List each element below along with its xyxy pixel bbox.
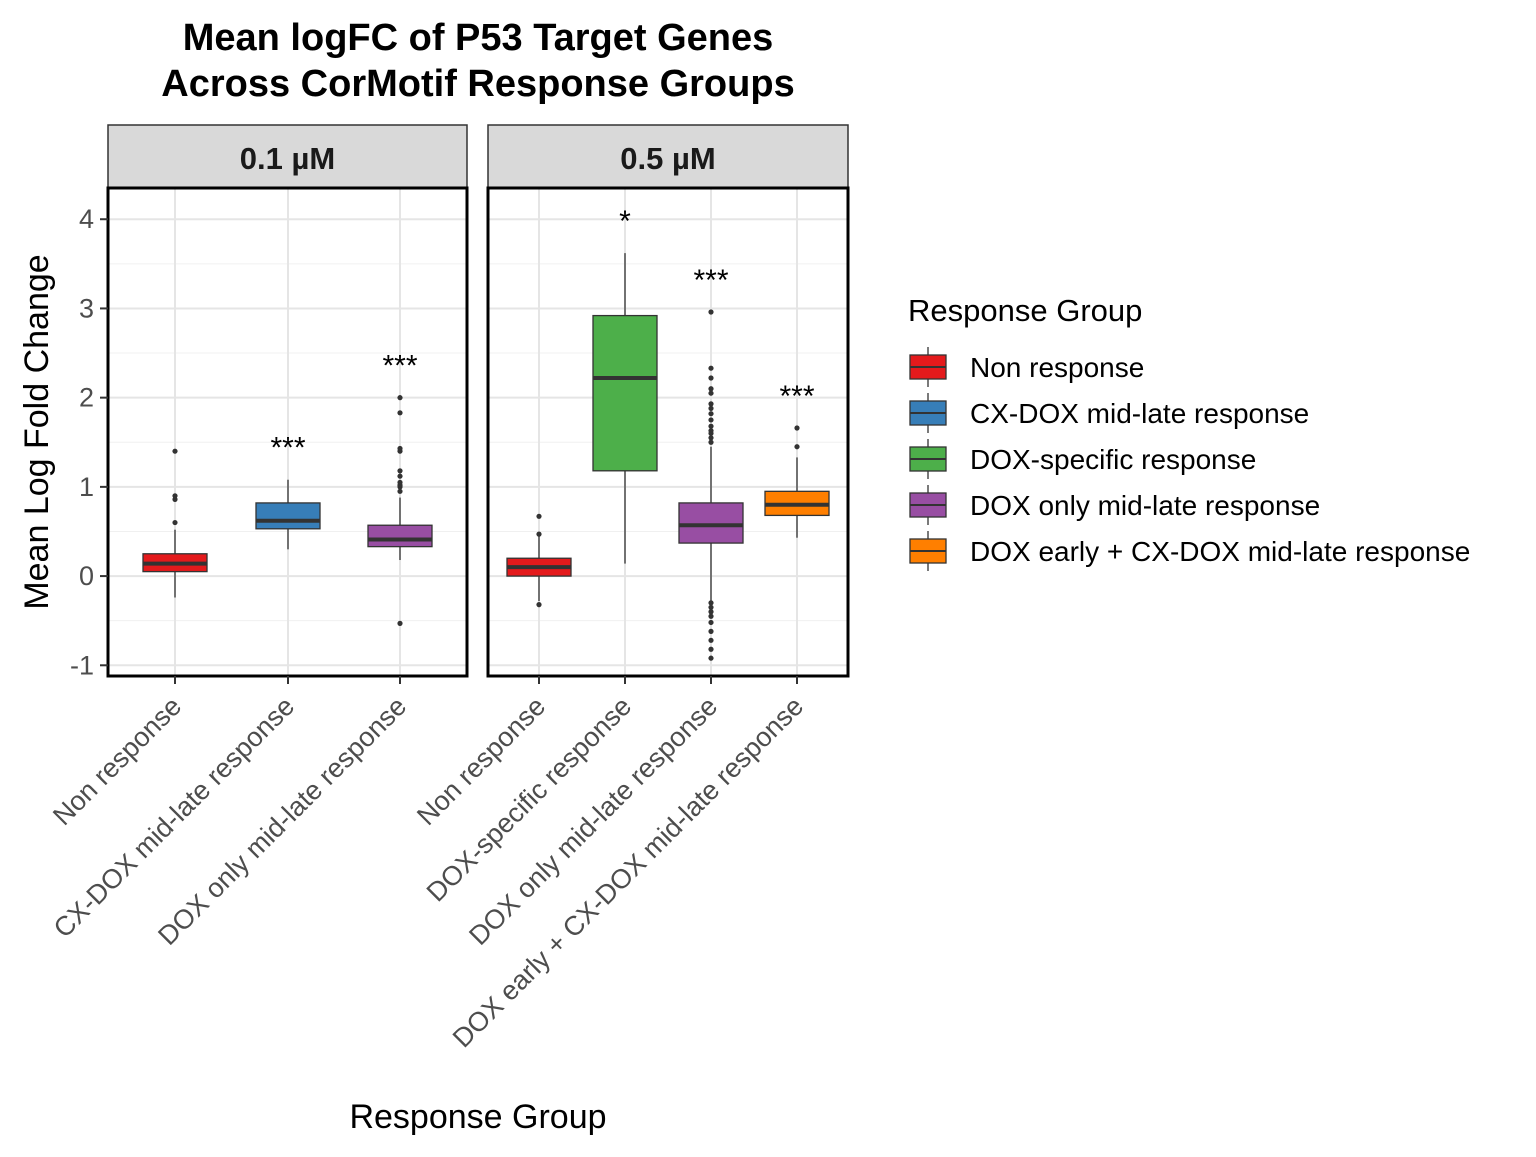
legend-label: Non response [970,352,1144,383]
significance-annotation: *** [779,380,814,413]
outlier-point [397,410,403,416]
outlier-point [708,604,714,610]
outlier-point [172,493,178,499]
outlier-point [397,473,403,479]
panel-background [488,188,848,676]
x-axis-label: Response Group [349,1098,606,1136]
y-axis-label: Mean Log Fold Change [18,254,56,609]
box-dox-only-mid-late-response: *** [367,350,433,626]
outlier-point [708,417,714,423]
outlier-point [397,395,403,401]
legend-label: DOX only mid-late response [970,490,1320,521]
outlier-point [708,600,714,606]
y-tick-label: 0 [79,561,94,591]
legend-entry: DOX only mid-late response [909,485,1320,525]
outlier-point [536,513,542,519]
y-tick-label: -1 [70,650,94,680]
outlier-point [708,637,714,643]
legend: Response Group Non response CX-DOX mid-la… [908,293,1470,571]
outlier-point [794,425,800,431]
legend-entry: Non response [909,347,1144,387]
y-tick-label: 2 [79,383,94,413]
significance-annotation: *** [270,432,305,465]
box-iqr [592,314,658,472]
x-tick-label: CX-DOX mid-late response [48,691,301,944]
box-dox-specific-response: * [592,205,658,564]
legend-label: DOX early + CX-DOX mid-late response [970,536,1470,567]
outlier-point [708,628,714,634]
outlier-point [708,401,714,407]
legend-label: CX-DOX mid-late response [970,398,1309,429]
legend-entry: DOX-specific response [909,439,1256,479]
outlier-point [708,405,714,411]
outlier-point [708,439,714,445]
y-tick-label: 4 [79,204,94,234]
outlier-point [708,428,714,434]
outlier-point [172,448,178,454]
facet-strip-label: 0.5 µM [620,141,715,176]
box-dox-early-cx-dox-mid-late-response: *** [764,380,830,538]
box-dox-only-mid-late-response: *** [678,264,744,661]
outlier-point [708,423,714,429]
legend-entry: CX-DOX mid-late response [909,393,1309,433]
box-non-response [142,448,208,598]
box-non-response [506,513,572,608]
outlier-point [172,496,178,502]
outlier-point [397,445,403,452]
outlier-point [397,479,403,486]
box-iqr [367,524,433,548]
outlier-point [708,390,714,396]
outlier-point [397,468,403,474]
box-iqr [678,502,744,544]
y-tick-label: 3 [79,293,94,323]
outlier-point [172,519,178,526]
significance-annotation: *** [382,350,417,383]
outlier-point [708,411,714,417]
outlier-point [708,646,714,652]
outlier-point [708,613,714,619]
chart-title-line-2: Across CorMotif Response Groups [161,63,794,105]
significance-annotation: *** [693,264,728,297]
outlier-point [397,488,403,494]
box-cx-dox-mid-late-response: *** [255,432,321,550]
outlier-point [536,531,542,537]
outlier-point [708,375,714,381]
legend-entry: DOX early + CX-DOX mid-late response [909,531,1470,571]
outlier-point [708,609,714,615]
outlier-point [708,386,714,392]
outlier-point [536,602,542,608]
legend-title: Response Group [908,293,1142,328]
outlier-point [708,619,714,626]
outlier-point [794,444,800,450]
outlier-point [708,365,714,371]
outlier-point [708,435,714,441]
box-iqr [255,502,321,530]
outlier-point [397,620,403,626]
panel-border [486,186,850,678]
facet-strip [107,124,468,189]
outlier-point [708,309,714,315]
significance-annotation: * [619,205,631,238]
facet-strip-label: 0.1 µM [240,141,335,176]
chart-title-line-1: Mean logFC of P53 Target Genes [183,17,774,59]
facet-strip [487,124,849,189]
outlier-point [708,655,714,661]
legend-label: DOX-specific response [970,444,1256,475]
y-tick-label: 1 [79,472,94,502]
